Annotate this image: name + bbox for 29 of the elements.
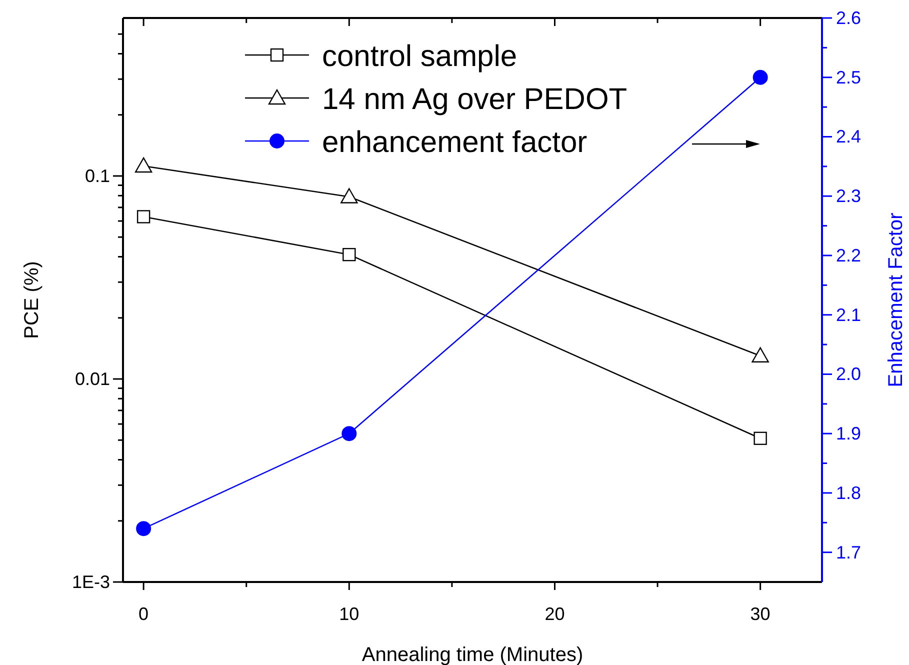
point [754,432,767,445]
point [752,347,769,362]
y2-tick-label: 1.7 [836,542,862,562]
y2-tick-label: 2.2 [836,245,862,266]
y2-tick-label: 1.8 [836,482,862,503]
x-tick-label: 0 [138,604,149,624]
y2-axis-title: Enhacement Factor [885,212,907,388]
legend-label: 14 nm Ag over PEDOT [322,83,628,116]
point [340,188,358,204]
y-tick-label: 1E-3 [72,572,110,592]
y2-tick-label: 2.0 [836,364,862,384]
y2-tick-label: 2.6 [836,8,862,28]
point [134,157,152,173]
legend-label: enhancement factor [322,126,588,159]
y-tick-label: 0.01 [74,368,110,389]
y2-tick-label: 2.5 [836,67,862,88]
point [342,248,356,262]
y2-tick-label: 1.9 [836,424,862,444]
point [136,210,150,224]
x-axis-title: Annealing time (Minutes) [362,644,584,665]
y2-tick-label: 2.4 [836,126,862,147]
y-tick-label: 0.1 [84,166,110,186]
y-axis-title: PCE (%) [21,261,43,339]
legend-label: control sample [322,40,518,73]
x-tick-label: 10 [339,604,360,624]
x-tick-label: 20 [544,604,565,624]
x-tick-label: 30 [750,604,770,624]
y2-tick-label: 2.3 [836,186,862,206]
y2-tick-label: 2.1 [836,304,862,325]
